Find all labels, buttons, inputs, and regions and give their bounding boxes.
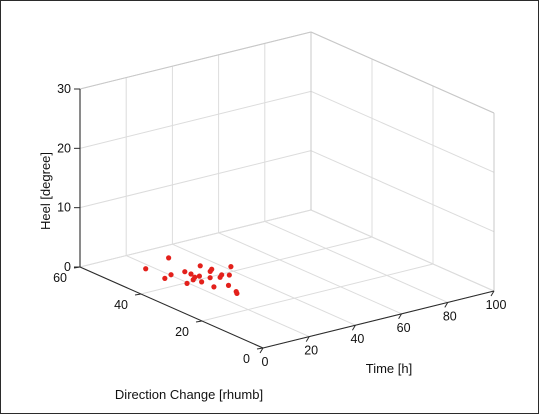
grid-line-floor-x xyxy=(172,243,356,326)
data-point xyxy=(192,274,198,280)
data-point xyxy=(168,272,174,278)
x-tick-mark xyxy=(398,313,403,320)
data-point xyxy=(234,290,240,297)
z-axis-title: Heel [degree] xyxy=(38,152,53,230)
grid-line-back-z xyxy=(79,209,312,268)
y-tick-label: 0 xyxy=(243,352,250,366)
y-tick-mark xyxy=(134,293,142,296)
y-tick-mark xyxy=(256,347,264,350)
box-edge xyxy=(79,31,312,90)
x-tick-label: 0 xyxy=(262,355,269,369)
x-tick-mark xyxy=(351,324,356,331)
x-tick-mark xyxy=(444,302,449,308)
y-tick-label: 60 xyxy=(53,271,67,285)
data-point xyxy=(162,275,168,281)
z-tick-label: 30 xyxy=(57,82,71,96)
grid-line-floor-x xyxy=(125,255,310,338)
grid-line-back-z xyxy=(79,150,312,209)
x-tick-label: 100 xyxy=(486,298,507,312)
data-point xyxy=(211,284,217,290)
z-tick-label: 0 xyxy=(64,260,71,274)
z-tick-label: 20 xyxy=(57,141,71,155)
grid-line-side-z xyxy=(310,90,495,173)
y-axis-title: Direction Change [rhumb] xyxy=(115,387,263,402)
data-point xyxy=(182,269,188,275)
x-tick-label: 60 xyxy=(397,321,411,335)
data-point xyxy=(207,275,213,281)
x-tick-mark xyxy=(305,336,310,342)
data-point xyxy=(143,266,149,272)
grid-line-floor-y xyxy=(140,236,373,295)
x-axis-line xyxy=(262,290,495,349)
data-point xyxy=(226,272,232,278)
box-edge xyxy=(310,31,495,114)
y-tick-label: 40 xyxy=(114,298,128,312)
data-point xyxy=(225,282,232,288)
data-point xyxy=(219,272,225,278)
grid-line-side-z xyxy=(310,150,495,233)
data-point xyxy=(166,255,172,261)
x-tick-label: 80 xyxy=(443,309,457,323)
x-tick-label: 20 xyxy=(304,344,318,358)
data-point xyxy=(188,271,194,277)
z-tick-label: 10 xyxy=(57,201,71,215)
data-point xyxy=(228,264,234,270)
data-point xyxy=(197,263,203,269)
data-point xyxy=(184,280,190,286)
x-axis-title: Time [h] xyxy=(366,361,412,376)
y-tick-mark xyxy=(195,320,203,323)
x-tick-label: 40 xyxy=(350,332,364,346)
grid-line-floor-x xyxy=(264,220,449,303)
y-axis-line xyxy=(79,266,264,349)
grid-line-floor-y xyxy=(201,263,434,322)
data-point xyxy=(207,268,213,274)
data-point xyxy=(196,273,202,279)
data-point xyxy=(199,279,205,285)
x-tick-mark xyxy=(490,290,495,297)
x-tick-mark xyxy=(259,347,264,354)
grid-line-back-z xyxy=(79,90,312,149)
grid-line-side-z xyxy=(310,209,495,292)
y-tick-label: 20 xyxy=(175,325,189,339)
grid-line-floor-x xyxy=(218,232,402,315)
